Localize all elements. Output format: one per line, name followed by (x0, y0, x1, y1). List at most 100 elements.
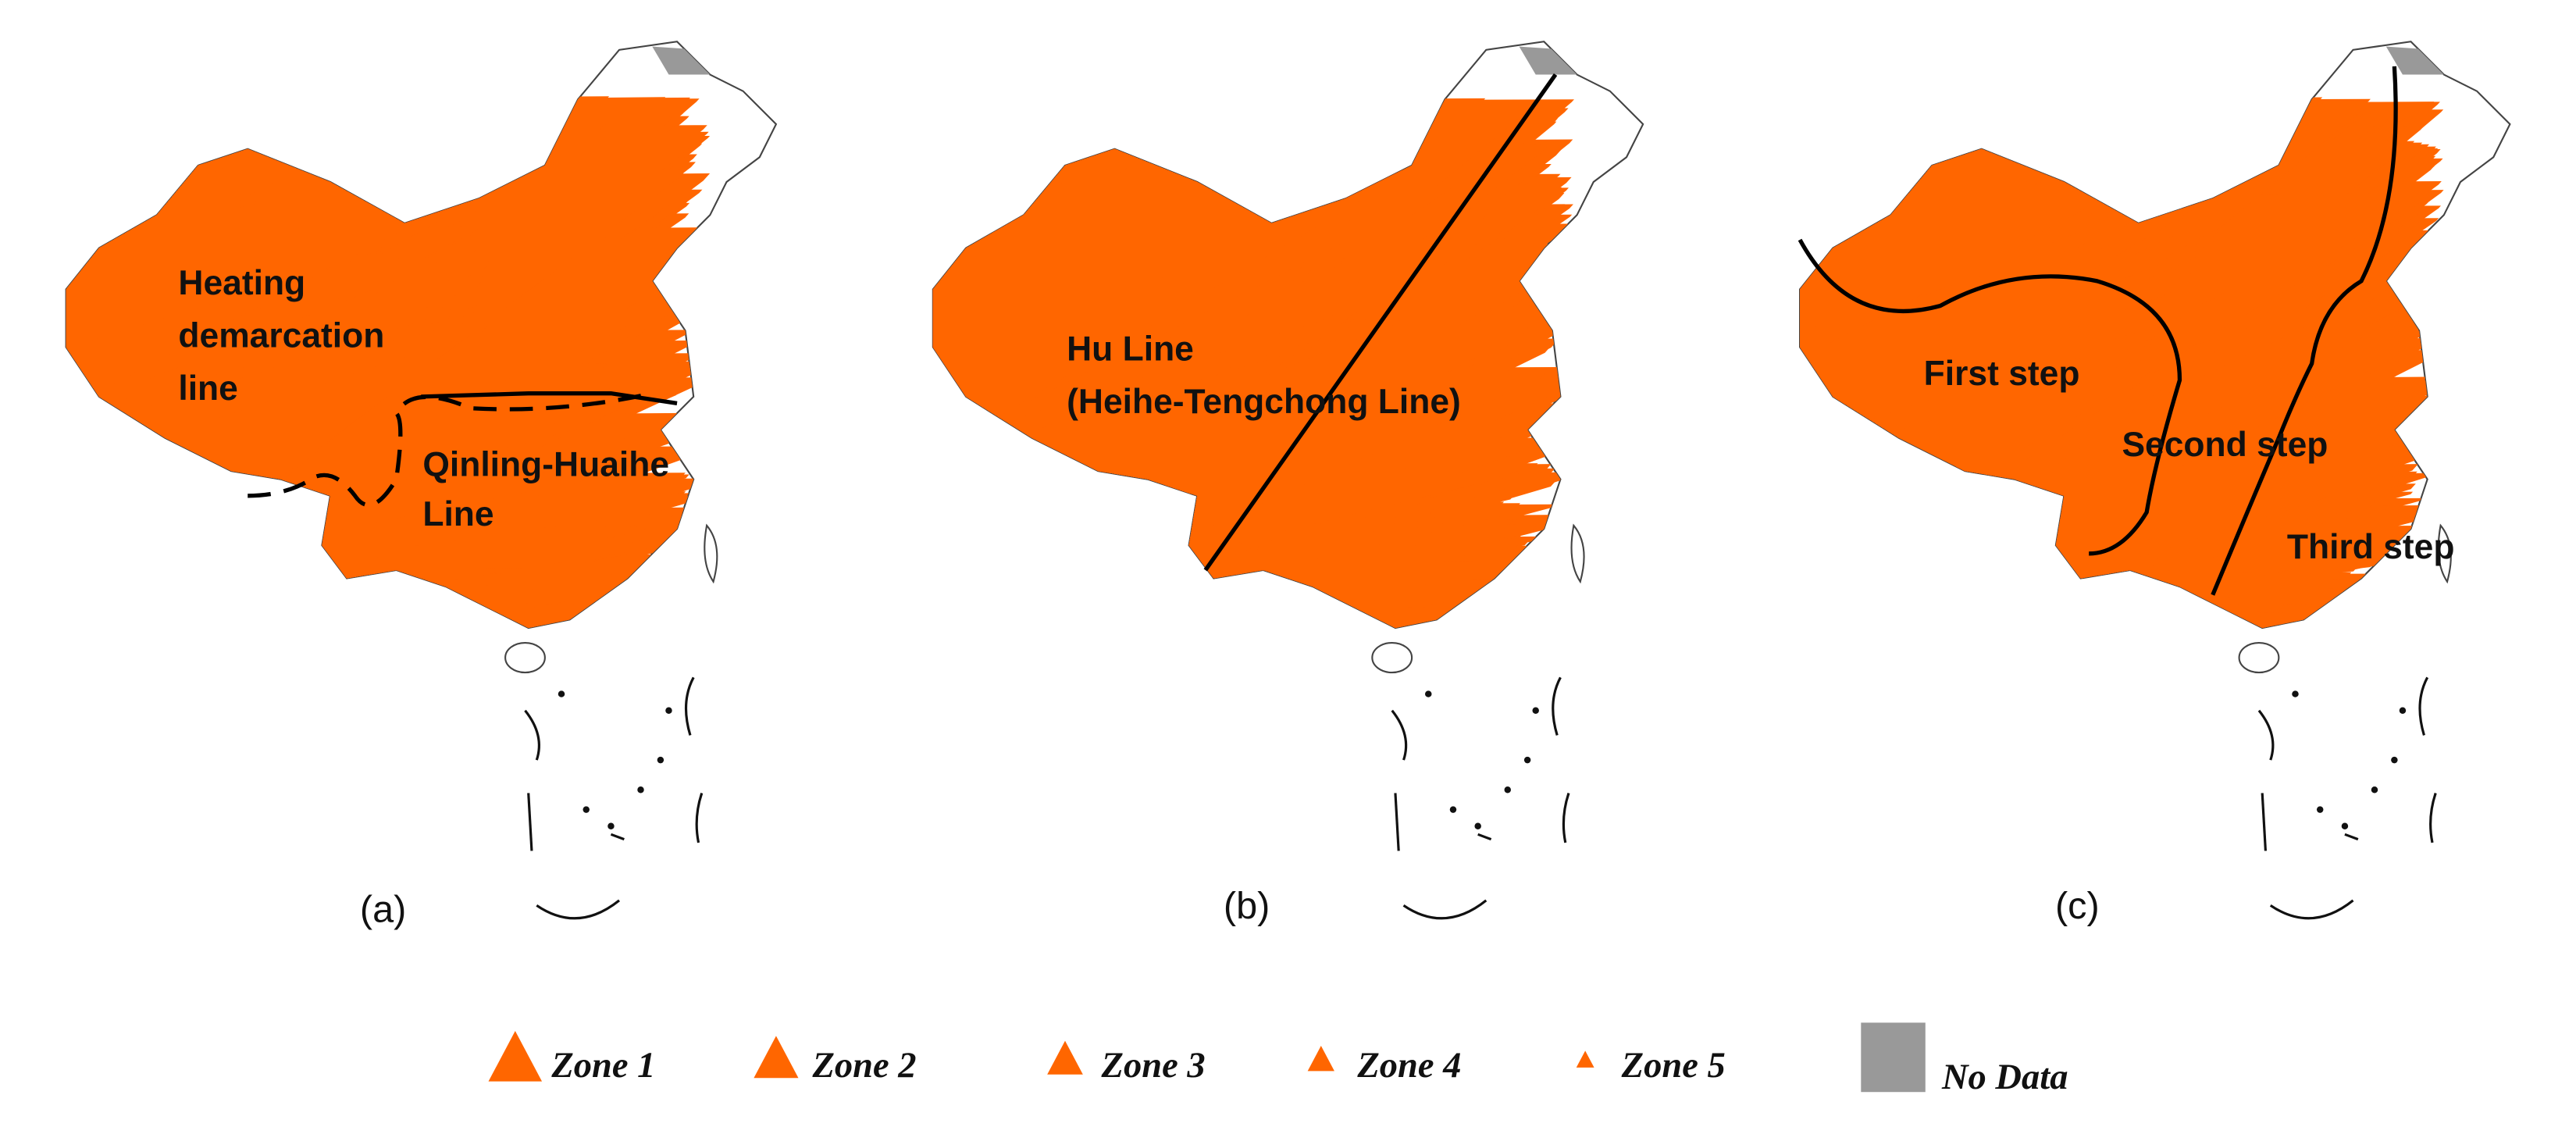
site-marker (1800, 136, 1870, 212)
site-marker (1800, 605, 2428, 628)
site-marker (1800, 73, 1807, 263)
annotation: Qinling-Huaihe (422, 445, 669, 483)
site-marker (932, 561, 1546, 628)
site-marker (66, 93, 94, 269)
site-marker (932, 625, 1550, 628)
site-marker (1800, 610, 2436, 628)
site-marker (1800, 117, 1851, 231)
site-marker (1800, 610, 2412, 628)
annotation: line (178, 369, 237, 408)
site-marker (1800, 100, 1834, 289)
site-marker (1800, 131, 1865, 255)
site-marker (932, 619, 1516, 628)
site-marker (1800, 116, 1850, 212)
site-marker (1800, 148, 1891, 158)
site-marker (66, 83, 84, 198)
site-marker (66, 84, 84, 216)
site-marker (932, 160, 1028, 233)
site-marker (932, 118, 985, 206)
site-marker (932, 621, 1539, 628)
site-marker (1800, 603, 2431, 628)
site-marker (932, 91, 957, 224)
annotation: (Heihe-Tengchong Line) (1067, 383, 1461, 421)
site-marker (66, 84, 85, 292)
site-marker (932, 130, 998, 233)
site-marker (1800, 75, 1809, 187)
site-marker (66, 80, 81, 254)
site-marker (1800, 611, 2424, 628)
site-marker (1800, 97, 1831, 284)
site-marker (1800, 132, 1866, 240)
site-marker (1800, 184, 1919, 209)
site-marker (1800, 179, 1913, 199)
site-marker (66, 144, 145, 184)
site-marker (66, 166, 166, 230)
site-marker (932, 92, 960, 256)
site-marker (1800, 187, 1922, 190)
panel-label: (a) (360, 888, 406, 930)
site-marker (66, 170, 191, 191)
legend-swatch (1047, 1040, 1083, 1075)
site-marker (66, 76, 77, 298)
site-marker (66, 144, 144, 159)
site-marker (932, 583, 1547, 628)
site-marker (932, 79, 946, 265)
annotation: Third step (2287, 528, 2455, 566)
site-marker (932, 622, 1523, 628)
site-marker (66, 188, 189, 202)
site-marker (1800, 67, 1801, 248)
site-marker (932, 155, 1060, 194)
site-marker (66, 100, 100, 179)
annotation: Heating (178, 264, 305, 302)
site-marker (932, 70, 938, 191)
site-marker (66, 601, 697, 628)
site-marker (1800, 79, 1813, 235)
site-marker (867, 639, 1550, 684)
site-marker (1800, 182, 1916, 203)
site-marker (0, 628, 628, 632)
site-marker (66, 93, 93, 198)
site-marker (1800, 92, 1826, 225)
site-marker (1800, 80, 1815, 247)
site-marker (932, 119, 986, 228)
site-marker (932, 73, 940, 258)
site-marker (66, 128, 129, 162)
site-marker (1800, 612, 2443, 628)
site-marker (1800, 118, 1852, 215)
legend-label: No Data (1941, 1057, 2068, 1097)
site-marker (1734, 638, 2407, 673)
site-marker (66, 184, 185, 205)
site-marker (868, 636, 1509, 643)
site-marker (932, 81, 949, 276)
site-marker (932, 81, 949, 291)
site-marker (932, 188, 1055, 209)
site-marker (66, 109, 109, 233)
site-marker (66, 170, 171, 212)
site-marker (0, 629, 686, 687)
site-marker (867, 630, 1545, 679)
site-marker (932, 141, 1009, 175)
site-marker (66, 169, 169, 202)
site-marker (66, 597, 694, 628)
site-marker (932, 115, 982, 220)
legend-label: Zone 2 (811, 1046, 916, 1086)
site-marker (66, 66, 67, 333)
site-marker (66, 162, 171, 172)
site-marker (932, 91, 959, 211)
site-marker (66, 67, 68, 342)
site-marker (66, 119, 119, 226)
site-marker (932, 119, 986, 152)
site-marker (1800, 133, 1867, 203)
site-marker (1800, 73, 1808, 153)
site-marker (66, 169, 170, 227)
site-marker (1734, 641, 2435, 701)
site-marker (1800, 109, 1844, 213)
site-marker (932, 595, 1562, 628)
site-markers (0, 66, 711, 687)
site-marker (66, 622, 675, 628)
site-marker (932, 143, 1010, 184)
annotation: demarcation (178, 316, 384, 355)
site-marker (66, 173, 174, 219)
site-marker (66, 93, 93, 253)
